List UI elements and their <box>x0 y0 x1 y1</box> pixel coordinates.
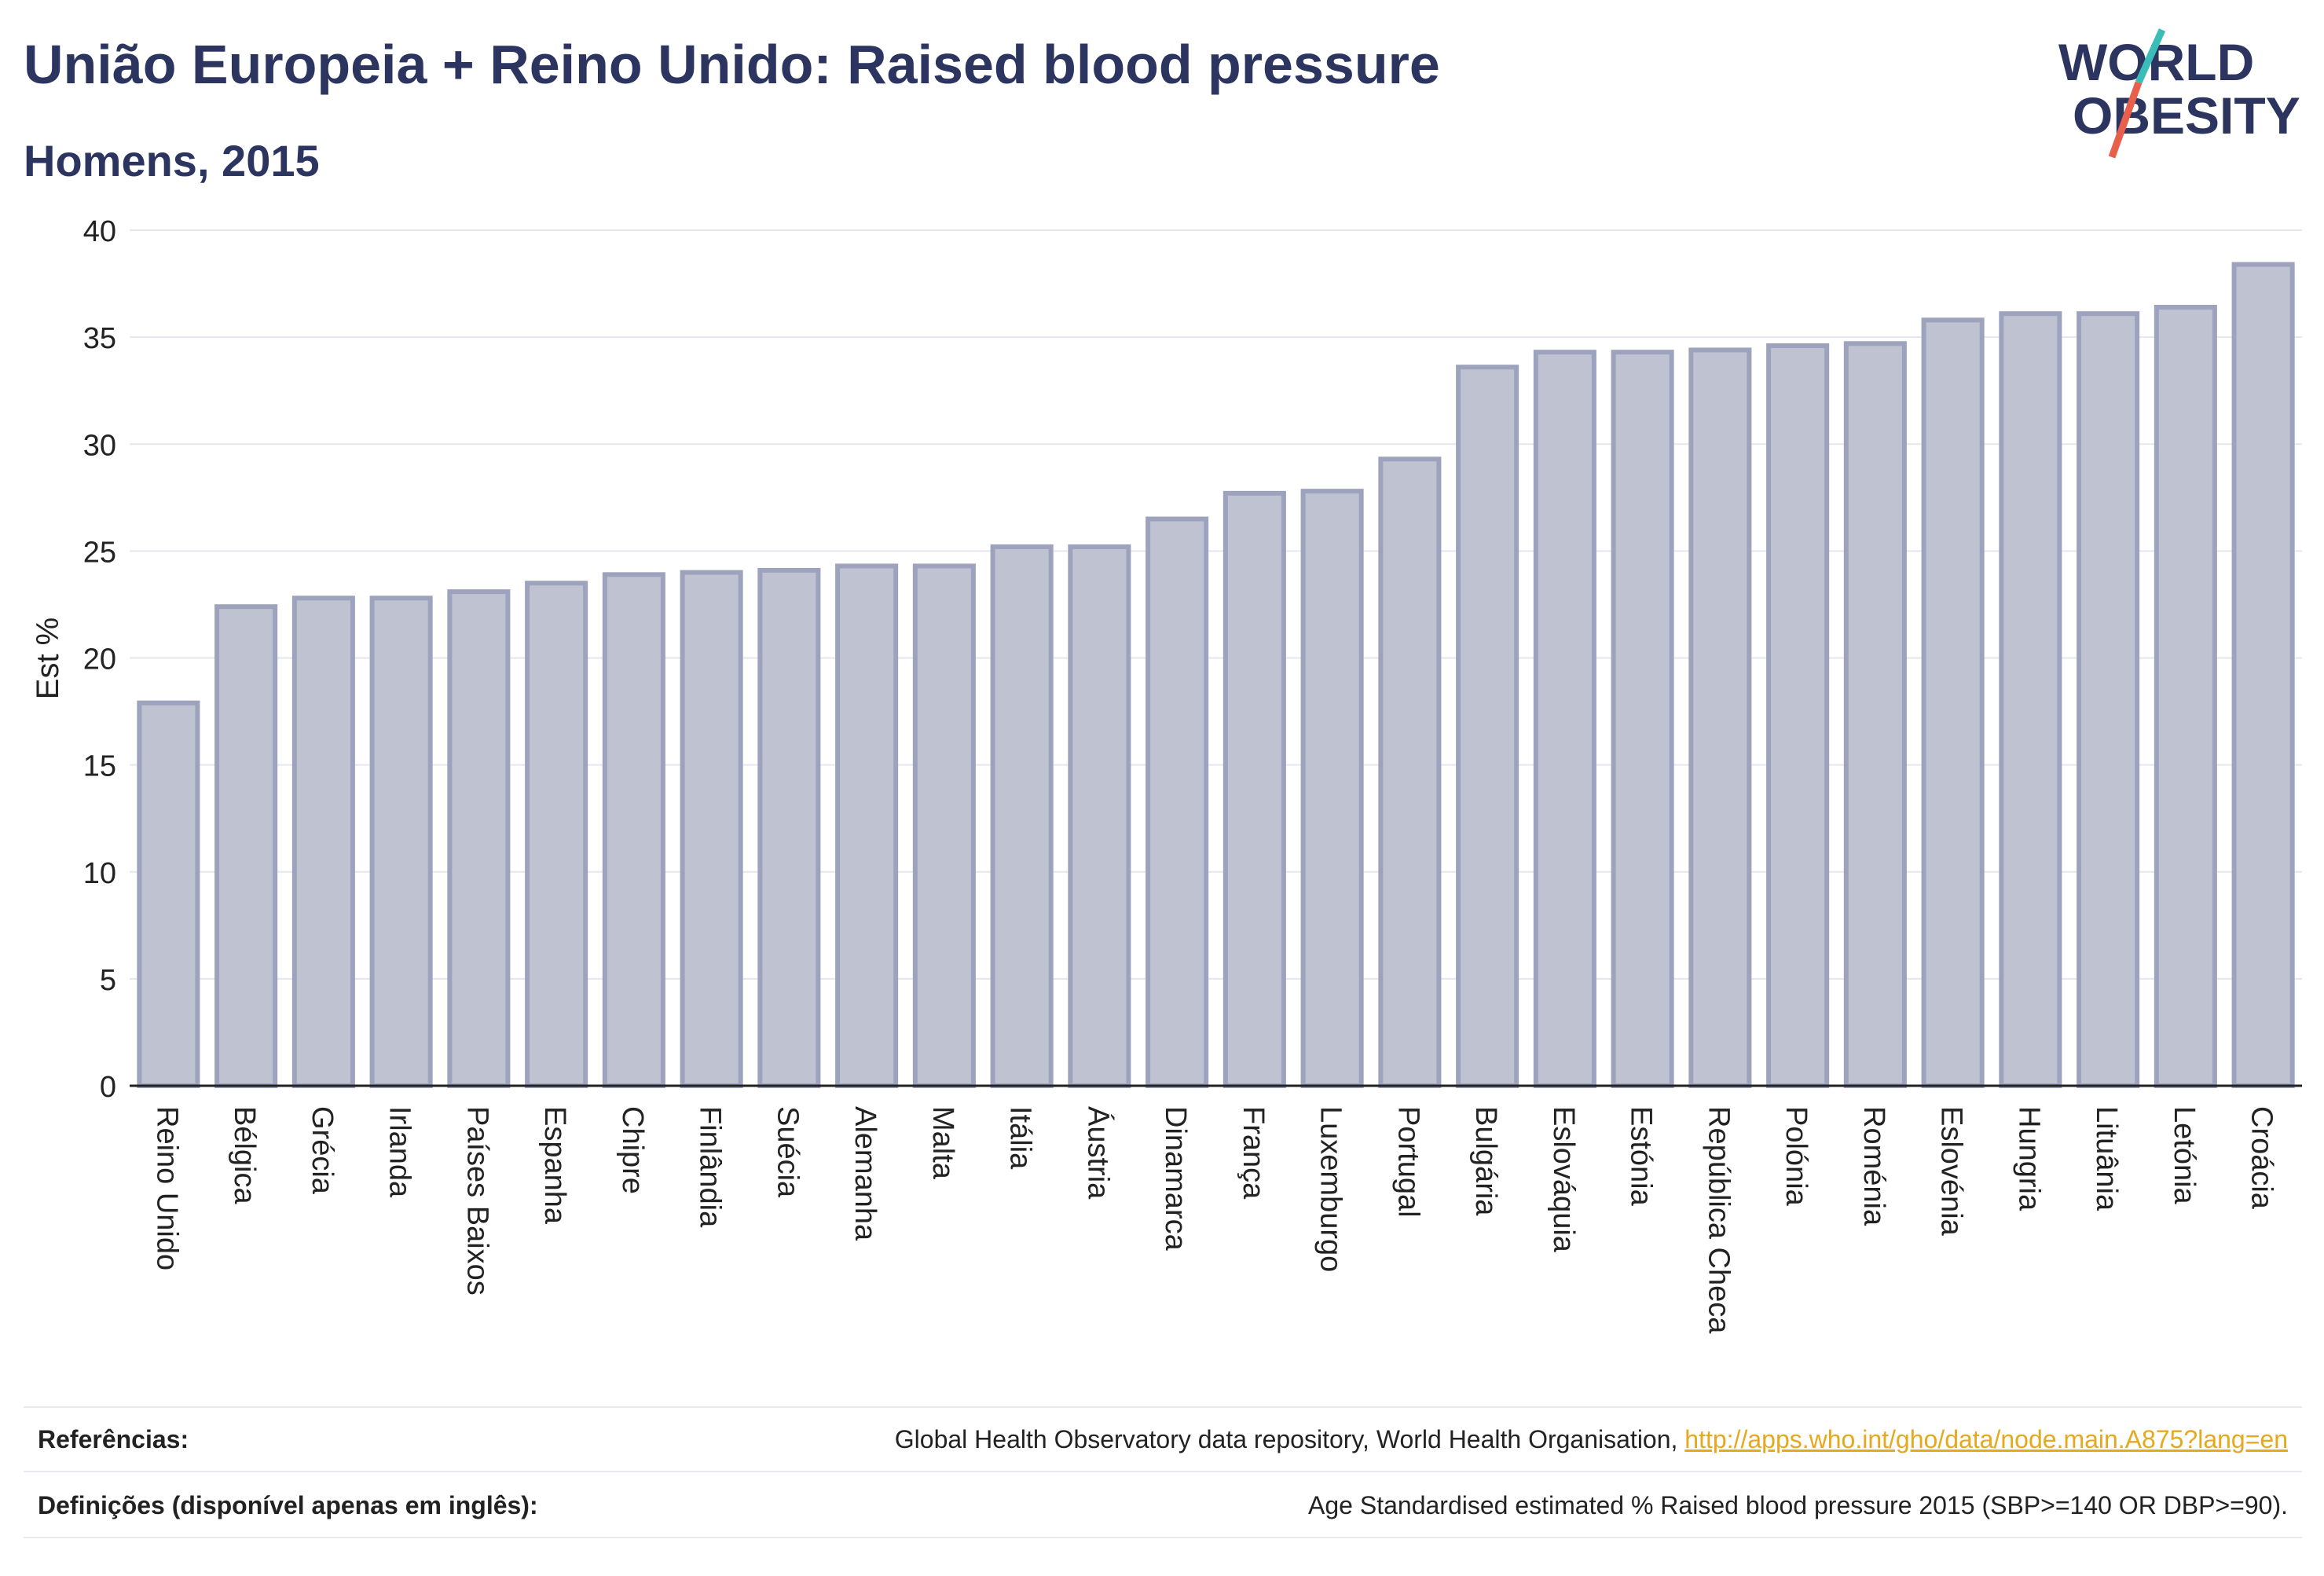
bar <box>2077 311 2140 1088</box>
x-tick-label: Suécia <box>771 1106 804 1198</box>
references-text: Global Health Observatory data repositor… <box>894 1425 1678 1453</box>
divider-top <box>24 1406 2302 1408</box>
x-tick-label: Chipre <box>616 1106 649 1194</box>
x-tick-label: Bélgica <box>228 1106 261 1204</box>
bar <box>1300 489 1364 1088</box>
logo-line2: OBESITY <box>2073 86 2300 145</box>
x-tick-label: Malta <box>926 1106 959 1180</box>
y-tick-label: 25 <box>83 536 116 569</box>
x-tick-label: Polónia <box>1780 1106 1813 1207</box>
x-tick-label: Luxemburgo <box>1314 1106 1347 1272</box>
x-tick-label: Reino Unido <box>150 1106 183 1270</box>
bar <box>1999 311 2062 1088</box>
bar <box>447 589 511 1088</box>
x-tick-label: Estónia <box>1625 1106 1658 1207</box>
bar <box>1688 347 1752 1088</box>
y-tick-labels: 0 5 10 15 20 25 30 35 40 <box>83 215 116 1104</box>
x-tick-label: Eslovénia <box>1935 1106 1968 1237</box>
x-tick-label: Letónia <box>2168 1106 2201 1205</box>
logo-slash-top <box>2135 28 2166 84</box>
bar <box>214 604 278 1088</box>
references-label: Referências: <box>38 1425 189 1453</box>
references-row: Referências: Global Health Observatory d… <box>24 1425 2302 1460</box>
bar <box>137 700 200 1088</box>
x-tick-label: Lituânia <box>2090 1106 2123 1211</box>
world-obesity-logo: WORLD OBESITY <box>2058 28 2300 159</box>
bar <box>757 567 821 1088</box>
x-tick-label: Roménia <box>1857 1106 1890 1226</box>
bar <box>1921 317 1985 1089</box>
y-tick-label: 0 <box>100 1071 116 1104</box>
divider-bottom <box>24 1537 2302 1538</box>
definitions-text: Age Standardised estimated % Raised bloo… <box>1308 1491 2288 1519</box>
bar <box>912 563 976 1088</box>
x-tick-label: Irlanda <box>383 1106 416 1198</box>
references-link[interactable]: http://apps.who.int/gho/data/node.main.A… <box>1684 1425 2288 1453</box>
x-tick-label: Dinamarca <box>1159 1106 1192 1252</box>
logo-slash-bottom <box>2108 81 2143 159</box>
y-tick-label: 20 <box>83 643 116 676</box>
y-axis-label: Est % <box>31 618 65 699</box>
x-tick-label: França <box>1237 1106 1270 1200</box>
x-tick-label: Grécia <box>306 1106 339 1195</box>
bar <box>1456 365 1519 1088</box>
bar <box>1222 490 1286 1088</box>
x-tick-label: Portugal <box>1391 1106 1424 1218</box>
x-tick-label: Países Baixos <box>460 1106 493 1296</box>
bar <box>1378 456 1442 1088</box>
bar <box>602 572 665 1088</box>
x-tick-label: Itália <box>1004 1106 1037 1170</box>
x-tick-label: Espanha <box>538 1106 571 1225</box>
bar <box>2231 262 2295 1088</box>
x-tick-label: Alemanha <box>849 1106 882 1241</box>
x-tick-label: Bulgária <box>1469 1106 1502 1216</box>
y-tick-label: 5 <box>100 964 116 997</box>
x-tick-labels: Reino Unido Bélgica Grécia Irlanda Países Ba… <box>150 1106 2278 1334</box>
bar <box>835 563 899 1088</box>
divider-middle <box>24 1471 2302 1472</box>
bar <box>369 596 433 1088</box>
x-tick-label: Áustria <box>1081 1106 1115 1200</box>
bars <box>137 262 2295 1089</box>
bar <box>1611 350 1674 1088</box>
y-tick-label: 30 <box>83 429 116 462</box>
bar-chart: 0 5 10 15 20 25 30 35 40 Reino Unido Bélgica Gréci… <box>31 215 2302 1334</box>
x-tick-label: Croácia <box>2245 1106 2278 1210</box>
x-tick-label: Finlândia <box>694 1106 727 1228</box>
chart-title: União Europeia + Reino Unido: Raised blo… <box>24 34 1440 95</box>
bar <box>291 596 355 1088</box>
x-tick-label: Hungria <box>2012 1106 2045 1211</box>
bar <box>990 544 1054 1088</box>
bar <box>2154 305 2217 1088</box>
bar <box>1068 544 1131 1088</box>
x-tick-label: Eslováquia <box>1547 1106 1580 1253</box>
bar <box>525 581 588 1088</box>
bar <box>1766 343 1830 1088</box>
y-tick-label: 35 <box>83 322 116 355</box>
bar <box>1146 516 1209 1088</box>
references-value: Global Health Observatory data repositor… <box>895 1425 2288 1454</box>
definitions-label: Definições (disponível apenas em inglês)… <box>38 1491 538 1519</box>
y-tick-label: 40 <box>83 215 116 248</box>
definitions-row: Definições (disponível apenas em inglês)… <box>24 1491 2302 1526</box>
y-tick-label: 10 <box>83 857 116 890</box>
bar <box>1533 350 1596 1088</box>
x-tick-label: República Checa <box>1702 1106 1735 1334</box>
bar <box>680 570 743 1088</box>
bar <box>1843 341 1907 1089</box>
y-tick-label: 15 <box>83 750 116 783</box>
chart-subtitle: Homens, 2015 <box>24 136 320 185</box>
